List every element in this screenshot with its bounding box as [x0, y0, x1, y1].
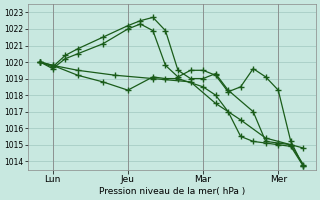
X-axis label: Pression niveau de la mer( hPa ): Pression niveau de la mer( hPa ) — [99, 187, 245, 196]
